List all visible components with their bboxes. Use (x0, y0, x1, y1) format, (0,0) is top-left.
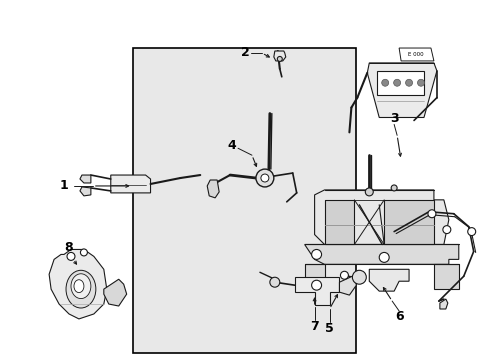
Text: E 000: E 000 (407, 53, 423, 58)
Polygon shape (304, 244, 458, 264)
Circle shape (467, 228, 475, 235)
Polygon shape (103, 279, 126, 306)
Polygon shape (49, 249, 106, 319)
Polygon shape (304, 264, 324, 289)
Circle shape (80, 249, 87, 256)
Polygon shape (384, 200, 433, 244)
Bar (132, 48, 356, 353)
Circle shape (261, 174, 268, 182)
Polygon shape (339, 275, 356, 295)
Ellipse shape (74, 280, 84, 293)
Circle shape (352, 270, 366, 284)
Polygon shape (294, 277, 339, 305)
Circle shape (381, 79, 388, 86)
Ellipse shape (66, 270, 96, 308)
Text: 7: 7 (309, 320, 318, 333)
Polygon shape (368, 269, 408, 291)
Circle shape (340, 271, 347, 279)
Polygon shape (439, 299, 447, 309)
Text: 1: 1 (60, 179, 68, 193)
Circle shape (427, 210, 435, 218)
Circle shape (405, 79, 412, 86)
Polygon shape (398, 48, 433, 61)
Polygon shape (433, 264, 458, 289)
Text: 4: 4 (227, 139, 236, 152)
Text: 2: 2 (240, 46, 249, 59)
Circle shape (67, 252, 75, 260)
Circle shape (365, 188, 372, 196)
Ellipse shape (71, 274, 91, 298)
Polygon shape (207, 180, 219, 198)
Text: 8: 8 (64, 241, 73, 254)
Circle shape (417, 79, 424, 86)
Polygon shape (80, 187, 91, 196)
Polygon shape (80, 175, 91, 183)
Polygon shape (111, 175, 150, 193)
Text: 6: 6 (394, 310, 403, 323)
Circle shape (277, 57, 282, 62)
Polygon shape (314, 190, 448, 244)
Text: 3: 3 (389, 112, 398, 125)
Polygon shape (324, 200, 354, 244)
Text: 5: 5 (325, 322, 333, 336)
Circle shape (255, 169, 273, 187)
Circle shape (311, 249, 321, 260)
Polygon shape (376, 71, 423, 95)
Circle shape (393, 79, 400, 86)
Circle shape (442, 226, 450, 234)
Circle shape (269, 277, 279, 287)
Circle shape (379, 252, 388, 262)
Circle shape (390, 185, 396, 191)
Circle shape (311, 280, 321, 290)
Polygon shape (366, 63, 436, 117)
Polygon shape (273, 51, 285, 61)
